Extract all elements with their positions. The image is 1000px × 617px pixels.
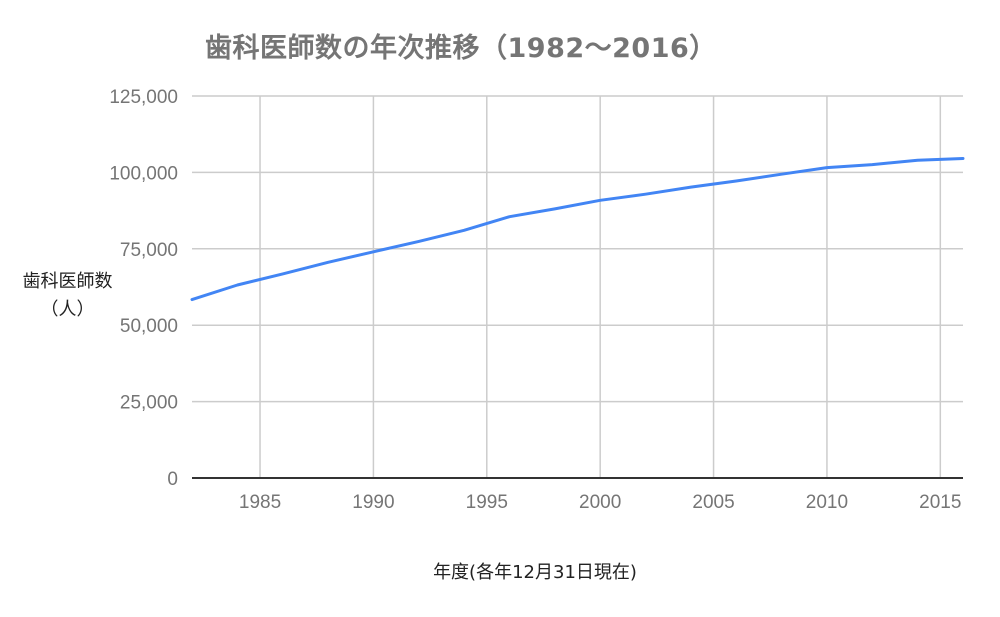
- x-tick-label: 1985: [239, 492, 281, 513]
- x-axis-label: 年度(各年12月31日現在): [433, 562, 637, 583]
- y-axis-label: 歯科医師数 （人）: [0, 268, 135, 324]
- y-tick-label: 25,000: [120, 393, 178, 414]
- x-tick-label: 1995: [466, 492, 508, 513]
- y-tick-label: 0: [167, 469, 178, 490]
- data-series-line: [190, 157, 965, 302]
- y-axis-label-line-2: （人）: [40, 299, 95, 320]
- x-tick-label: 2010: [806, 492, 848, 513]
- x-tick-label: 2005: [692, 492, 734, 513]
- x-tick-label: 1990: [352, 492, 394, 513]
- y-tick-label: 75,000: [120, 240, 178, 261]
- x-tick-label: 2000: [579, 492, 621, 513]
- x-tick-label: 2015: [919, 492, 961, 513]
- y-tick-label: 50,000: [120, 316, 178, 337]
- y-tick-label: 100,000: [109, 163, 178, 184]
- y-tick-label: 125,000: [109, 87, 178, 108]
- y-axis-label-line-1: 歯科医師数: [22, 271, 113, 292]
- chart-title: 歯科医師数の年次推移（1982〜2016）: [205, 33, 717, 64]
